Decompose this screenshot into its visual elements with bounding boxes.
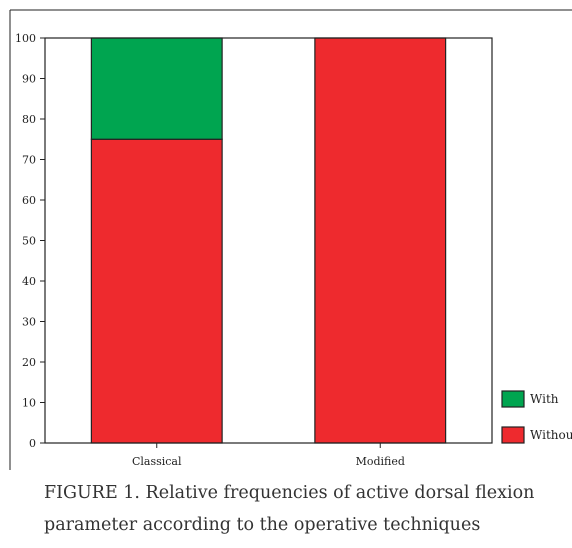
- y-tick-label-40: 40: [22, 275, 36, 288]
- figure-caption-line-2: parameter according to the operative tec…: [44, 515, 481, 535]
- y-tick-label-50: 50: [22, 235, 36, 248]
- legend-label-with: With: [530, 392, 559, 406]
- x-tick-label-modified: Modified: [356, 455, 405, 468]
- x-axis: Classical Modified: [132, 443, 405, 468]
- bar-modified-without: [314, 37, 447, 444]
- bars-group: [90, 37, 447, 444]
- figure-caption-line-1: FIGURE 1. Relative frequencies of active…: [44, 483, 535, 503]
- y-tick-label-90: 90: [22, 73, 36, 86]
- legend: With Without: [501, 390, 572, 444]
- bar-classical-with: [90, 37, 223, 140]
- y-tick-label-20: 20: [22, 356, 36, 369]
- y-tick-label-30: 30: [22, 316, 36, 329]
- y-tick-label-80: 80: [22, 113, 36, 126]
- y-tick-label-70: 70: [22, 154, 36, 167]
- y-tick-label-60: 60: [22, 194, 36, 207]
- y-tick-label-10: 10: [22, 397, 36, 410]
- legend-label-without: Without: [530, 428, 572, 442]
- legend-swatch-without: [501, 426, 525, 444]
- bar-classical-without: [90, 138, 223, 444]
- x-tick-label-classical: Classical: [132, 455, 182, 468]
- y-axis: 0 10 20 30 40 50 60 70 80 90 100: [15, 32, 45, 450]
- stacked-bar-chart: 0 10 20 30 40 50 60 70 80 90 100 Classical Modified…: [9, 9, 572, 470]
- y-tick-label-100: 100: [15, 32, 36, 45]
- legend-swatch-with: [501, 390, 525, 408]
- y-tick-label-0: 0: [29, 437, 36, 450]
